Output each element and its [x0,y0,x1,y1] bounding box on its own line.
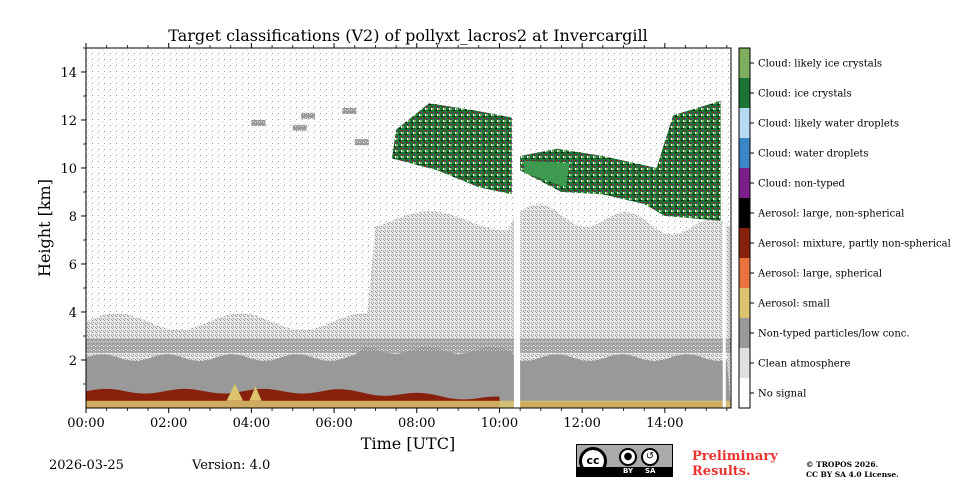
legend-frame [738,47,751,409]
aerosol-small-plume-1 [249,386,262,401]
legend-swatch [739,318,750,348]
legend-label: Aerosol: mixture, partly non-spherical [757,239,951,250]
y-tick-label: 8 [69,210,77,225]
x-tick-label: 10:00 [481,416,518,431]
region-non-typed-fringe [86,338,731,353]
y-tick-label: 14 [60,66,77,81]
x-tick-label: 08:00 [398,416,435,431]
y-tick-label: 12 [60,114,77,129]
chart-title: Target classifications (V2) of pollyxt_l… [168,26,647,45]
legend-swatch [739,378,750,408]
x-tick-label: 04:00 [233,416,270,431]
legend-label: Aerosol: large, spherical [757,269,882,280]
attribution-icon: ● [619,448,637,466]
plot-frame [85,47,732,409]
legend-swatch [739,258,750,288]
x-tick-label: 00:00 [67,416,104,431]
region-cloud-ice-2 [520,100,721,221]
copyright-line-1: © TROPOS 2026. [806,460,879,469]
legend-swatch [739,108,750,138]
legend-swatch [739,228,750,258]
share-alike-icon: ↺ [641,448,659,466]
aerosol-speckle-4 [292,124,307,131]
x-tick-label: 12:00 [563,416,600,431]
legend-swatch [739,288,750,318]
date-label: 2026-03-25 [49,458,124,473]
aerosol-speckle-0 [251,120,266,126]
region-aerosol-small [86,400,731,408]
cc-sa-label: SA [645,467,656,475]
x-tick-label: 14:00 [646,416,683,431]
region-cloud-ice-1 [391,103,512,195]
legend-swatch [739,78,750,108]
aerosol-speckle-1 [301,112,315,119]
copyright-notice: © TROPOS 2026. CC BY SA 4.0 License. [806,460,899,480]
aerosol-speckle-2 [354,139,369,146]
x-tick-label: 02:00 [150,416,187,431]
class-legend: No signal Clean atmosphere Non-typed parti… [738,47,951,409]
data-gap-0 [513,48,521,408]
legend-label: Clean atmosphere [758,359,851,370]
y-tick-label: 6 [69,258,77,273]
aerosol-speckle-3 [342,108,357,114]
data-gap-1 [722,48,726,408]
version-label: Version: 4.0 [192,458,271,473]
legend-label: Aerosol: small [757,299,830,310]
y-axis-label: Height [km] [35,179,54,277]
legend-label: Aerosol: large, non-spherical [757,209,904,220]
y-tick-label: 10 [60,162,77,177]
preliminary-notice: Preliminary Results. [692,449,778,479]
preliminary-line-1: Preliminary [692,449,778,464]
legend-label: Cloud: likely water droplets [758,119,899,130]
legend-label: No signal [758,389,806,400]
x-tick-label: 06:00 [315,416,352,431]
legend-swatch [739,138,750,168]
cloud-green-patch [524,160,570,188]
y-tick-label: 2 [69,354,77,369]
copyright-line-2: CC BY SA 4.0 License. [806,470,899,479]
legend-label: Non-typed particles/low conc. [758,329,910,340]
cc-by-label: BY [623,467,634,475]
legend-label: Cloud: water droplets [758,149,869,160]
preliminary-line-2: Results. [692,464,751,479]
legend-swatch [739,168,750,198]
cc-license-badge: cc ● ↺ BY SA [576,444,673,477]
x-axis-label: Time [UTC] [361,434,455,453]
legend-label: Cloud: ice crystals [758,89,852,100]
aerosol-small-plume-0 [226,384,244,401]
legend-swatch [739,198,750,228]
legend-label: Cloud: likely ice crystals [758,59,882,70]
legend-label: Cloud: non-typed [758,179,846,190]
legend-swatch [739,348,750,378]
y-tick-label: 4 [69,306,77,321]
legend-swatch [739,48,750,78]
plot-area [86,48,731,408]
